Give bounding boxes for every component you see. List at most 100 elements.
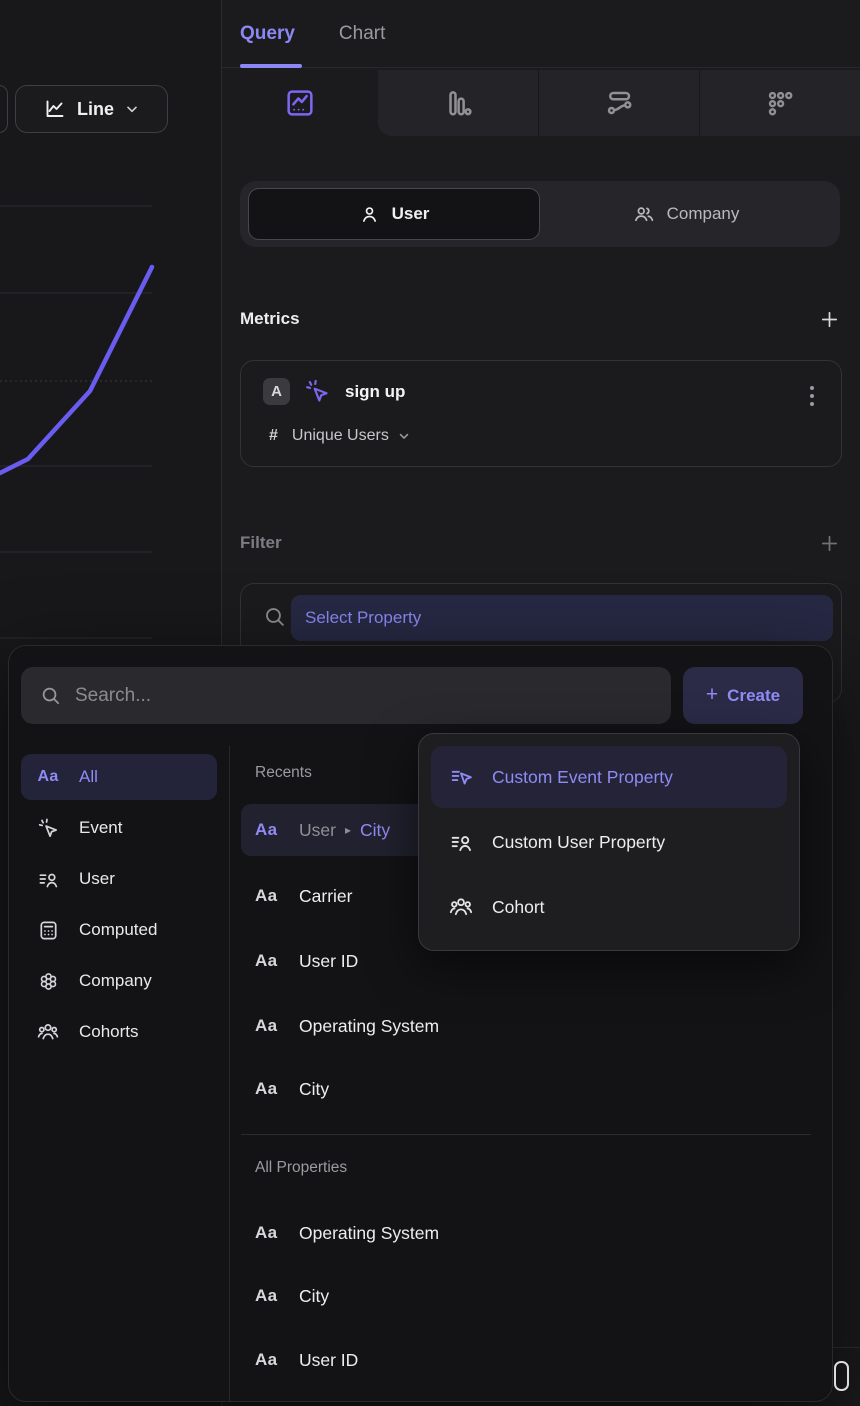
kebab-menu-icon[interactable] <box>803 383 821 409</box>
select-property-chip[interactable]: Select Property <box>291 595 833 641</box>
create-button[interactable]: + Create <box>683 667 803 724</box>
recent-item[interactable]: Aa Carrier <box>241 870 801 922</box>
aa-type-icon: Aa <box>255 820 278 839</box>
menu-item-label: Custom User Property <box>492 831 666 852</box>
category-label: Event <box>79 818 123 837</box>
category-cohorts[interactable]: Cohorts <box>21 1009 217 1055</box>
charttype-tab-bar[interactable] <box>378 70 538 136</box>
add-filter-button[interactable] <box>816 530 842 556</box>
create-dropdown-menu: Custom Event Property Custom User Proper… <box>418 733 800 951</box>
mini-chart-svg <box>0 205 155 639</box>
aa-type-icon: Aa <box>255 1016 278 1035</box>
charttype-tab-flows[interactable] <box>538 70 699 136</box>
toggle-user[interactable]: User <box>248 188 540 240</box>
hash-icon: # <box>269 427 278 444</box>
charttype-tab-line[interactable] <box>222 70 378 136</box>
charttype-strip <box>378 70 860 136</box>
recent-name: City <box>299 1078 330 1099</box>
search-icon <box>262 604 287 629</box>
chart-line <box>0 264 155 476</box>
category-label: Cohorts <box>79 1022 139 1041</box>
recent-name: Operating System <box>299 1015 440 1036</box>
background-divider-fragment <box>833 1347 860 1348</box>
metrics-title: Metrics <box>240 309 300 328</box>
metrics-header: Metrics <box>240 303 842 335</box>
entity-toggle: User Company <box>240 181 840 247</box>
toggle-company[interactable]: Company <box>540 188 832 240</box>
cohort-icon <box>35 1020 61 1044</box>
aa-type-icon: Aa <box>255 1079 278 1098</box>
category-label: Computed <box>79 920 158 939</box>
toggle-user-label: User <box>391 204 430 223</box>
aa-type-icon: Aa <box>255 886 278 905</box>
add-metric-button[interactable] <box>816 306 842 332</box>
recents-heading: Recents <box>255 764 312 781</box>
category-all[interactable]: Aa All <box>21 754 217 800</box>
create-button-label: Create <box>727 685 781 705</box>
property-item[interactable]: Aa User ID <box>241 1334 801 1386</box>
recent-item[interactable]: Aa Operating System <box>241 1000 801 1052</box>
custom-event-property-icon <box>447 765 475 790</box>
category-label: User <box>79 869 115 888</box>
calculator-icon <box>35 919 61 942</box>
flows-icon <box>604 88 634 118</box>
user-icon <box>359 204 380 225</box>
cohort-icon <box>447 894 475 920</box>
recent-name: User ID <box>299 950 359 971</box>
plus-icon: + <box>705 682 719 706</box>
category-computed[interactable]: Computed <box>21 907 217 953</box>
all-properties-heading: All Properties <box>255 1159 348 1176</box>
property-name: User ID <box>299 1349 359 1370</box>
clipped-keycap-fragment <box>834 1361 849 1391</box>
metric-letter-badge: A <box>263 378 290 405</box>
chevron-down-icon <box>124 101 140 117</box>
menu-item-custom-event-property[interactable]: Custom Event Property <box>431 746 787 808</box>
top-tabbar: Query Chart <box>222 0 860 68</box>
property-name: Operating System <box>299 1222 440 1243</box>
category-event[interactable]: Event <box>21 805 217 851</box>
metric-event-name: sign up <box>345 381 406 401</box>
property-item[interactable]: Aa City <box>241 1270 801 1322</box>
metric-event-row[interactable]: A sign up <box>263 378 405 405</box>
category-label: Company <box>79 971 152 990</box>
aa-type-icon: Aa <box>255 951 278 970</box>
clipped-button-fragment <box>0 85 8 133</box>
filter-title: Filter <box>240 533 282 552</box>
category-label: All <box>79 767 98 786</box>
aa-type-icon: Aa <box>37 768 59 785</box>
metric-card: A sign up # Unique Users <box>240 360 842 467</box>
custom-user-property-icon <box>447 830 475 855</box>
cluster-icon <box>35 970 61 993</box>
section-divider <box>241 1134 811 1135</box>
aa-type-icon: Aa <box>255 1286 278 1305</box>
tab-query[interactable]: Query <box>240 22 295 44</box>
chart-type-dropdown-button[interactable]: Line <box>15 85 168 133</box>
recent-context: User <box>299 819 336 840</box>
category-company[interactable]: Company <box>21 958 217 1004</box>
user-property-icon <box>35 868 61 891</box>
menu-item-cohort[interactable]: Cohort <box>431 876 787 938</box>
recent-item[interactable]: Aa City <box>241 1063 801 1115</box>
insights-chart-icon <box>284 87 316 119</box>
recent-item[interactable]: Aa User ID <box>241 935 801 987</box>
dots-funnel-icon <box>765 88 795 118</box>
charttype-tab-breakdown[interactable] <box>699 70 860 136</box>
property-name: City <box>299 1285 330 1306</box>
event-icon <box>35 817 61 840</box>
search-input[interactable] <box>21 667 671 724</box>
event-icon <box>304 378 331 405</box>
search-field <box>21 667 671 724</box>
property-item[interactable]: Aa Operating System <box>241 1207 801 1259</box>
category-user[interactable]: User <box>21 856 217 902</box>
menu-item-custom-user-property[interactable]: Custom User Property <box>431 811 787 873</box>
tab-chart[interactable]: Chart <box>338 22 386 44</box>
category-sidebar: Aa All Event User <box>21 754 217 1060</box>
recent-name: City <box>359 819 391 840</box>
bar-chart-icon <box>443 88 473 118</box>
aa-type-icon: Aa <box>255 1350 278 1369</box>
aa-type-icon: Aa <box>255 1223 278 1242</box>
overlay-divider <box>229 746 230 1401</box>
company-icon <box>633 203 655 225</box>
metric-aggregation-row[interactable]: # Unique Users <box>269 427 411 445</box>
